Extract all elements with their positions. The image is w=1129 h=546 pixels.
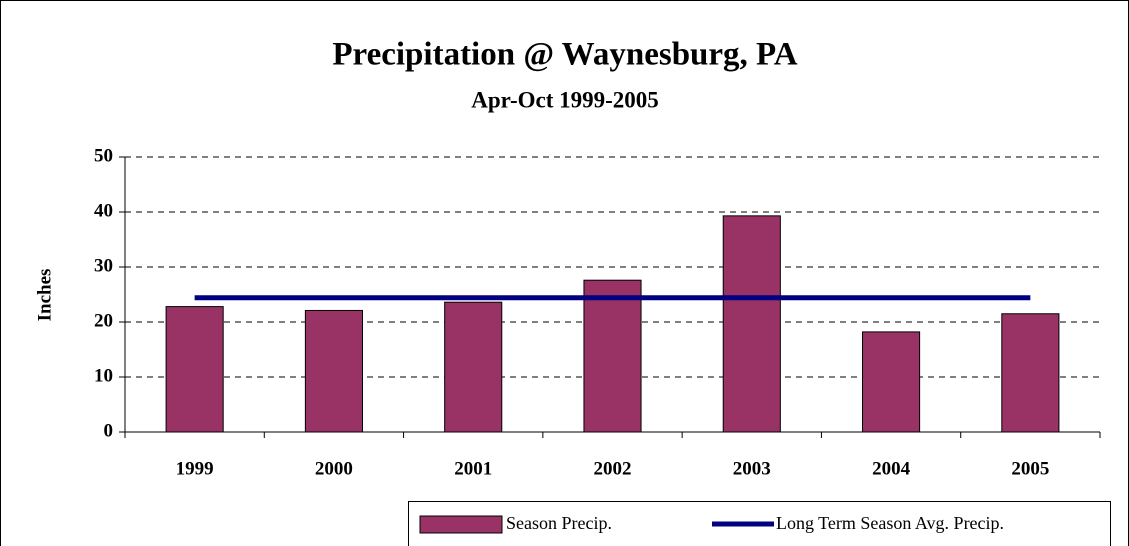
bar	[304, 309, 363, 433]
x-tick-label: 2000	[315, 458, 353, 479]
chart-title: Precipitation @ Waynesburg, PA	[332, 37, 797, 73]
y-tick-label: 40	[94, 200, 113, 221]
x-tick-label: 2004	[872, 458, 911, 479]
x-tick-label: 2005	[1011, 458, 1049, 479]
bar	[165, 306, 224, 433]
y-tick-label: 10	[94, 365, 113, 386]
bar	[1001, 313, 1060, 433]
y-tick-label: 50	[94, 145, 113, 166]
bar	[444, 301, 503, 433]
chart-subtitle: Apr-Oct 1999-2005	[471, 87, 659, 112]
bar	[583, 279, 642, 433]
legend-label: Long Term Season Avg. Precip.	[776, 513, 1004, 533]
x-tick-label: 2003	[733, 458, 771, 479]
bar	[722, 215, 781, 433]
bar	[862, 331, 921, 433]
y-tick-label: 30	[94, 255, 113, 276]
y-axis-label: Inches	[34, 269, 55, 322]
x-tick-label: 1999	[176, 458, 214, 479]
legend-label: Season Precip.	[506, 513, 612, 533]
y-tick-label: 0	[104, 420, 114, 441]
x-tick-label: 2002	[594, 458, 632, 479]
y-tick-label: 20	[94, 310, 113, 331]
x-tick-label: 2001	[454, 458, 492, 479]
legend-swatch	[419, 515, 503, 534]
